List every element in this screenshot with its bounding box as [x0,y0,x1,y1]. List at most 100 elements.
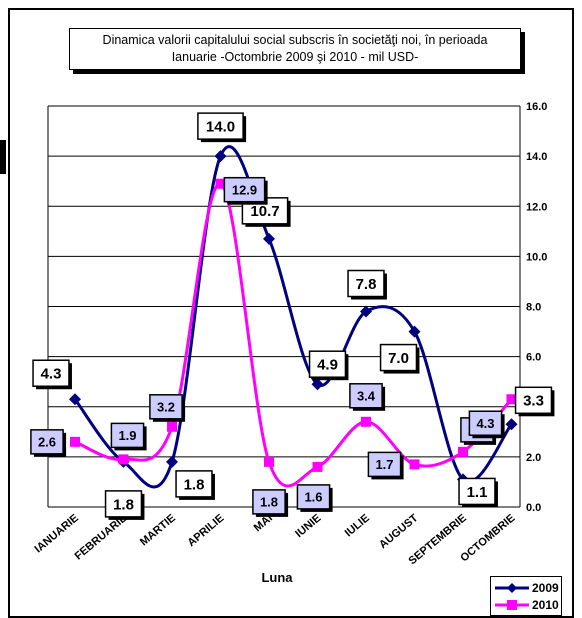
data-labels: 4.3 1.8 1.8 14.0 10.7 4.9 7.8 7.0 1.1 3.3 2.6 1.9 3.… [30,112,555,520]
data-label-2009-iunie: 4.9 [308,350,349,381]
y-tick-label-5: 10.0 [526,251,547,263]
y-tick-label-4: 8.0 [526,302,541,314]
chart-title-line-1: Dinamica valorii capitalului social subs… [102,33,488,47]
data-label-2010-iunie: 1.6 [296,484,333,512]
marker-2009-iunie [311,378,324,391]
marker-2010-iulie [361,416,371,427]
data-label-text: 12.9 [232,182,257,197]
data-label-box [175,470,213,498]
data-label-text: 1.8 [184,476,205,493]
marker-2010-aprilie [215,178,226,189]
data-label-text: 1.8 [260,495,278,510]
data-label-2009-martie: 1.8 [175,470,215,500]
corner-mask [500,0,582,8]
data-label-text: 14.0 [206,119,235,136]
data-label-2010-august: 1.7 [367,451,404,480]
legend-swatch-2010 [495,600,529,610]
data-label-text: 10.7 [250,203,279,220]
data-label-box [308,350,347,378]
data-label-2010-iulie: 3.4 [349,383,386,411]
data-label-2010-martie: 3.2 [149,394,186,422]
data-label-2009-ianuarie: 4.3 [32,359,72,390]
data-label-text: 1.9 [118,428,136,443]
side-marker [0,140,6,174]
marker-2010-mai [264,456,274,467]
x-tick-label-iunie: IUNIE [293,512,323,540]
data-label-box [149,394,183,420]
data-label-text: 4.9 [317,357,338,374]
marker-2010-august [409,459,420,470]
marker-2010-iunie [312,461,323,472]
data-label-box [32,359,70,387]
x-tick-label-iulie: IULIE [343,512,372,539]
x-tick-label-ianuarie: IANUARIE [32,512,80,555]
legend-swatch-2009 [495,583,529,593]
data-label-text: 1.7 [375,457,393,472]
marker-2010-februarie [118,454,129,465]
data-label-text: 4.3 [476,416,494,431]
y-tick-label-1: 2.0 [526,452,541,464]
marker-2009-aprilie [214,150,227,163]
marker-2009-iulie [360,305,372,318]
data-label-2009-februarie: 1.8 [104,490,145,520]
y-tick-label-3: 6.0 [526,352,541,364]
data-label-2009-aprilie: 14.0 [197,112,247,143]
marker-2010-martie [167,421,177,432]
marker-2010-octombrie [506,394,517,405]
marker-2010-ianuarie [70,436,80,447]
data-label-text: 2.6 [38,435,56,450]
data-label-text: 1.8 [113,496,134,513]
y-tick-label-6: 12.0 [526,201,547,213]
data-label-box [30,429,64,455]
y-tick-label-7: 14.0 [526,151,547,163]
data-label-2010-mai: 1.8 [252,489,289,517]
data-label-box [379,343,418,372]
data-label-box [110,422,145,449]
x-tick-label-aprilie: APRILIE [185,512,226,549]
chart-title-line-2: Ianuarie -Octombrie 2009 şi 2010 - mil U… [171,50,419,64]
data-label-2009-iulie: 7.8 [347,269,387,300]
data-label-box [458,477,496,506]
y-tick-label-8: 16.0 [526,101,547,113]
marker-2010-septembrie [458,446,468,457]
series-line-2009 [73,145,513,489]
data-label-box [349,383,383,409]
data-label-2010-februarie: 1.9 [110,422,147,451]
data-label-text: 7.8 [356,276,377,293]
data-label-2009-august: 7.0 [379,343,420,374]
data-label-box [514,386,553,415]
x-axis-label: Luna [261,570,293,585]
data-label-text: 3.2 [157,399,175,414]
data-label-box [223,176,266,203]
data-label-2009-septembrie: 1.1 [458,477,498,508]
data-label-text: 4.3 [41,366,62,383]
legend-item-2009: 2009 [495,581,559,595]
data-label-text: 3.3 [523,393,544,410]
data-label-2009-octombrie: 3.3 [514,386,555,417]
data-label-text: 7.0 [388,350,409,367]
data-label-box [468,410,503,436]
data-label-2010-ianuarie: 2.6 [30,429,67,457]
marker-2009-martie [166,455,178,468]
data-label-text: 1.6 [304,490,322,505]
data-label-text: 3.4 [357,388,376,403]
data-label-box [367,451,402,478]
data-label-box [104,490,143,518]
data-label-text: 1.1 [467,484,488,501]
data-label-box [252,489,286,515]
legend: 2009 2010 [490,576,562,616]
marker-2009-octombrie [505,418,518,431]
chart-title-box: Dinamica valorii capitalului social subs… [69,28,521,70]
x-tick-label-august: AUGUST [377,512,421,551]
marker-2009-august [408,325,421,338]
data-label-box [296,484,331,510]
marker-2009-ianuarie [69,393,81,406]
data-label-2010-aprilie: 12.9 [223,176,268,205]
data-label-box [347,269,385,298]
data-label-box [197,112,244,140]
data-label-2010-octombrie: 4.3 [468,410,505,439]
marker-2009-mai [263,232,275,245]
legend-label-2009: 2009 [532,581,559,595]
legend-item-2010: 2010 [495,598,559,612]
